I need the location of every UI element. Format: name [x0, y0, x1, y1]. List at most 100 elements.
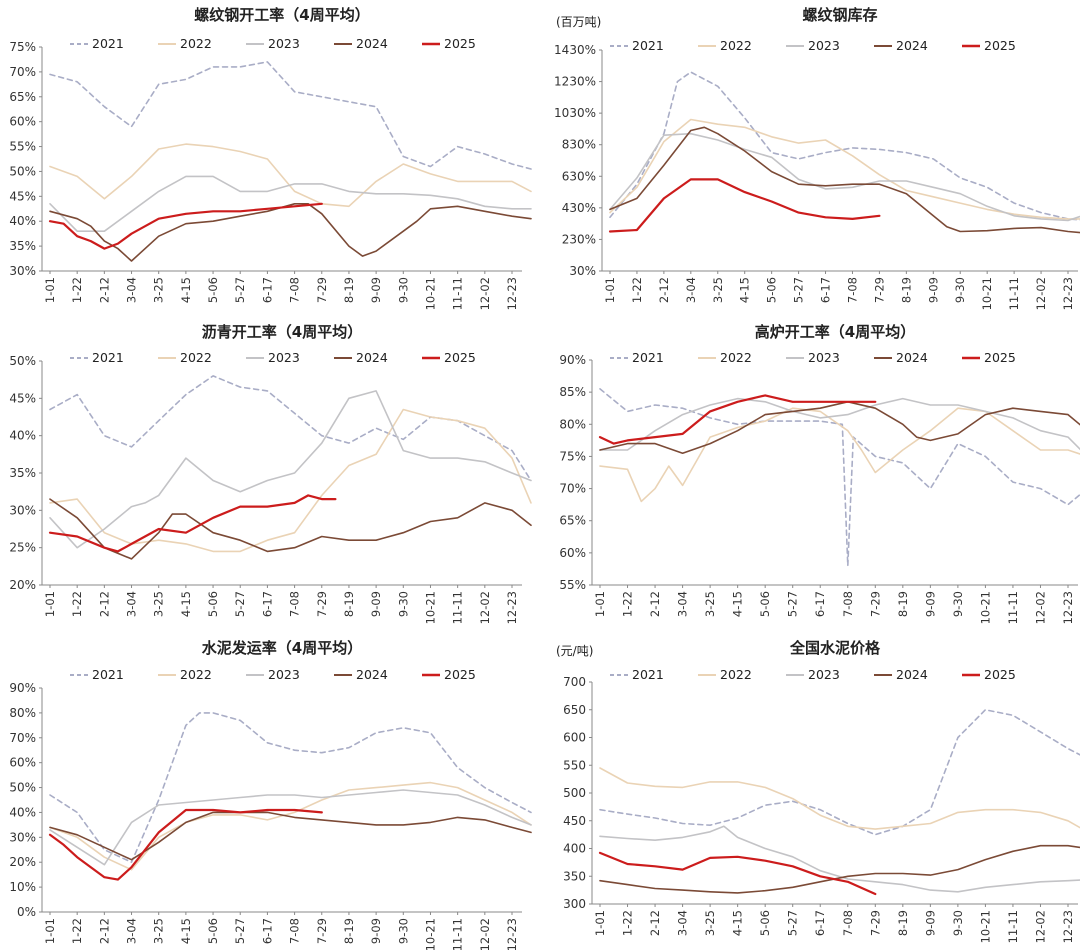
- series-line-2025: [608, 178, 881, 233]
- y-tick-label: 630%: [562, 169, 596, 183]
- x-tick-label: 11-11: [1006, 591, 1020, 624]
- legend-label-2022: 2022: [180, 667, 212, 682]
- x-tick-label: 2-12: [648, 910, 662, 936]
- x-tick-label: 12-02: [478, 277, 492, 310]
- y-tick-label: 1230%: [554, 75, 596, 89]
- x-tick-label: 11-11: [451, 277, 465, 310]
- x-tick-label: 4-15: [179, 277, 193, 303]
- x-tick-label: 10-21: [423, 918, 437, 950]
- y-tick-label: 50%: [9, 781, 36, 795]
- series-line-2022: [599, 767, 1080, 830]
- x-tick-label: 9-30: [396, 918, 410, 944]
- chart-panel-3: 沥青开工率（4周平均） 20% 25% 30% 35% 40% 45% 50% 1-01 1-22…: [9, 323, 532, 624]
- chart-panel-4: 高炉开工率（4周平均） 55% 60% 65% 70% 75% 80% 85% 90% 1-01 1…: [559, 323, 1080, 624]
- y-tick-label: 30%: [9, 503, 36, 517]
- legend-label-2023: 2023: [808, 350, 840, 365]
- chart-panel-5: 水泥发运率（4周平均） 0% 10% 20% 30% 40% 50% 60% 70% 80% 90%…: [9, 639, 532, 950]
- legend-label-2025: 2025: [444, 36, 476, 51]
- x-tick-label: 12-23: [505, 591, 519, 624]
- x-tick-label: 5-06: [758, 591, 772, 617]
- x-tick-label: 7-08: [288, 918, 302, 944]
- x-tick-label: 7-29: [868, 591, 882, 617]
- y-tick-label: 60%: [9, 756, 36, 770]
- y-tick-label: 65%: [9, 90, 36, 104]
- chart-title: 高炉开工率（4周平均）: [755, 323, 915, 341]
- x-tick-label: 10-21: [423, 591, 437, 624]
- legend-label-2021: 2021: [92, 667, 124, 682]
- x-tick-label: 7-08: [845, 277, 859, 303]
- x-tick-label: 12-23: [1061, 277, 1075, 310]
- y-tick-label: 230%: [562, 232, 596, 246]
- y-tick-label: 450: [563, 814, 586, 828]
- x-tick-label: 9-09: [923, 910, 937, 936]
- legend-label-2023: 2023: [808, 667, 840, 682]
- series-line-2025: [598, 851, 877, 896]
- x-tick-label: 6-17: [813, 910, 827, 936]
- x-tick-label: 8-19: [342, 918, 356, 944]
- y-tick-label: 50%: [9, 354, 36, 368]
- x-tick-label: 7-08: [288, 591, 302, 617]
- y-tick-label: 55%: [9, 140, 36, 154]
- y-tick-label: 55%: [559, 578, 586, 592]
- series-line-2022: [599, 407, 1080, 503]
- x-tick-label: 5-27: [786, 591, 800, 617]
- legend-label-2022: 2022: [180, 350, 212, 365]
- x-tick-label: 9-09: [923, 591, 937, 617]
- y-tick-label: 80%: [9, 706, 36, 720]
- y-tick-label: 35%: [9, 239, 36, 253]
- y-tick-label: 550: [563, 758, 586, 772]
- y-tick-label: 30%: [9, 264, 36, 278]
- x-tick-label: 8-19: [896, 910, 910, 936]
- series-line-2025: [598, 394, 877, 445]
- x-tick-label: 6-17: [819, 277, 833, 303]
- y-tick-label: 60%: [9, 115, 36, 129]
- x-tick-label: 1-01: [43, 591, 57, 617]
- legend-label-2021: 2021: [632, 38, 664, 53]
- x-tick-label: 7-29: [315, 277, 329, 303]
- legend-label-2022: 2022: [720, 38, 752, 53]
- y-tick-label: 500: [563, 786, 586, 800]
- y-tick-label: 75%: [559, 449, 586, 463]
- series-line-2024: [49, 811, 532, 861]
- chart-title: 螺纹钢库存: [802, 6, 877, 24]
- x-tick-label: 3-04: [125, 591, 139, 617]
- chart-panel-2: 螺纹钢库存 (百万吨) 30% 230% 430% 630% 830% 1030% 1230% 1…: [554, 6, 1080, 310]
- x-tick-label: 9-30: [396, 277, 410, 303]
- legend-label-2021: 2021: [92, 36, 124, 51]
- series-line-2024: [609, 126, 1080, 234]
- x-tick-label: 1-01: [43, 918, 57, 944]
- x-tick-label: 9-09: [369, 591, 383, 617]
- x-tick-label: 5-27: [233, 591, 247, 617]
- x-tick-label: 3-04: [684, 277, 698, 303]
- x-tick-label: 5-27: [786, 910, 800, 936]
- legend-label-2024: 2024: [356, 667, 388, 682]
- y-tick-label: 400: [563, 842, 586, 856]
- series-line-2021: [49, 375, 532, 482]
- x-tick-label: 5-06: [206, 277, 220, 303]
- chart-title: 沥青开工率（4周平均）: [202, 323, 362, 341]
- x-tick-label: 5-06: [206, 591, 220, 617]
- x-tick-label: 7-08: [841, 591, 855, 617]
- x-tick-label: 1-01: [593, 591, 607, 617]
- series-line-2023: [599, 825, 1080, 893]
- x-tick-label: 9-30: [953, 277, 967, 303]
- x-tick-label: 1-01: [43, 277, 57, 303]
- y-tick-label: 650: [563, 703, 586, 717]
- legend-label-2025: 2025: [984, 667, 1016, 682]
- x-tick-label: 1-22: [621, 910, 635, 936]
- y-tick-label: 70%: [9, 65, 36, 79]
- y-tick-label: 90%: [559, 353, 586, 367]
- chart-panel-6: 全国水泥价格 (元/吨) 300 350 400 450 500 550 600 650 700 1-…: [556, 639, 1080, 943]
- legend-label-2024: 2024: [356, 350, 388, 365]
- series-line-2025: [48, 808, 323, 881]
- series-line-2023: [49, 390, 532, 549]
- y-tick-label: 70%: [9, 731, 36, 745]
- legend-label-2022: 2022: [720, 667, 752, 682]
- x-tick-label: 8-19: [896, 591, 910, 617]
- series-line-2023: [609, 132, 1080, 222]
- series-line-2022: [49, 143, 532, 208]
- y-tick-label: 350: [563, 869, 586, 883]
- x-tick-label: 4-15: [731, 591, 745, 617]
- x-tick-label: 9-09: [926, 277, 940, 303]
- x-tick-label: 7-08: [841, 910, 855, 936]
